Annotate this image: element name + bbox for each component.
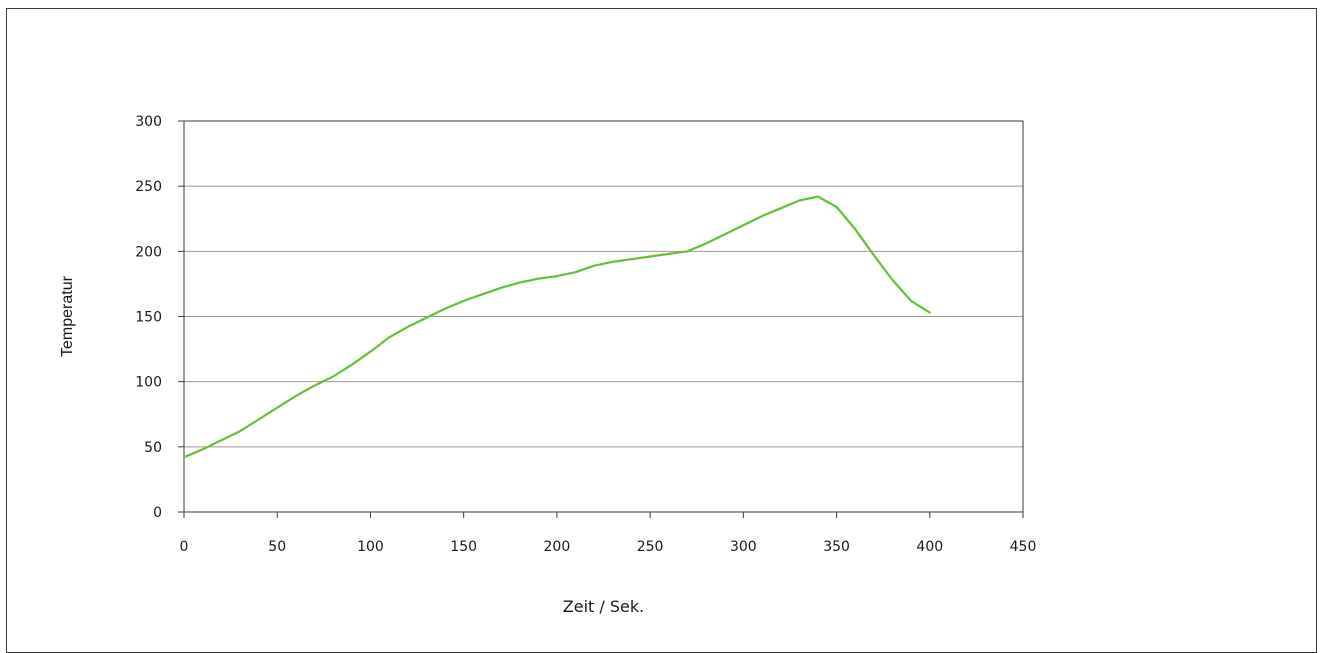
y-tick-label: 0 xyxy=(153,505,162,521)
y-tick-label: 150 xyxy=(135,310,162,326)
x-tick-label: 350 xyxy=(823,539,850,555)
x-tick-label: 300 xyxy=(730,539,757,555)
x-tick-label: 450 xyxy=(1010,539,1037,555)
y-tick-label: 200 xyxy=(135,244,162,260)
x-tick-label: 250 xyxy=(637,539,664,555)
x-axis-label: Zeit / Sek. xyxy=(563,597,644,616)
y-tick-label: 100 xyxy=(135,375,162,391)
x-tick-label: 150 xyxy=(450,539,477,555)
x-axis-ticks: 0 50 100 150 200 250 300 350 400 450 xyxy=(180,512,1037,555)
x-tick-label: 100 xyxy=(357,539,384,555)
x-tick-label: 50 xyxy=(268,539,286,555)
y-tick-label: 50 xyxy=(144,440,162,456)
y-tick-label: 250 xyxy=(135,179,162,195)
y-tick-label: 300 xyxy=(135,114,162,130)
x-tick-label: 400 xyxy=(916,539,943,555)
grid-lines xyxy=(184,185,1023,448)
y-axis-ticks: 0 50 100 150 200 250 300 xyxy=(135,114,184,521)
x-tick-label: 0 xyxy=(180,539,189,555)
series-line xyxy=(182,195,931,459)
x-tick-label: 200 xyxy=(544,539,571,555)
chart-frame xyxy=(6,8,1317,653)
y-axis-label: Temperatur xyxy=(59,275,76,357)
